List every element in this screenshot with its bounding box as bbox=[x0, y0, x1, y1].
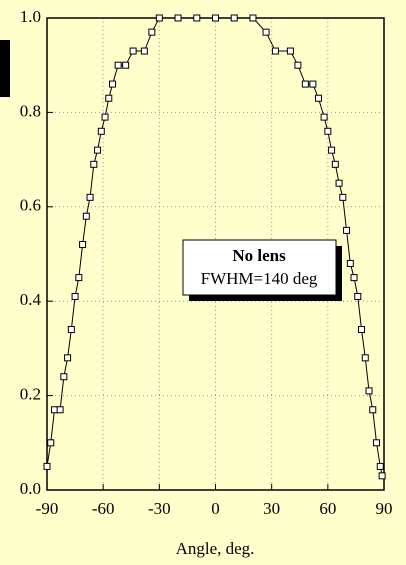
data-point bbox=[301, 80, 309, 88]
data-point bbox=[97, 127, 105, 135]
y-tick-label: 0.4 bbox=[20, 290, 42, 309]
data-point bbox=[361, 354, 369, 362]
data-point bbox=[328, 146, 336, 154]
data-point bbox=[358, 326, 366, 334]
data-point bbox=[67, 326, 75, 334]
data-point bbox=[86, 193, 94, 201]
x-axis-label: Angle, deg. bbox=[176, 539, 255, 558]
data-point bbox=[43, 462, 51, 470]
x-tick-label: -90 bbox=[36, 499, 59, 518]
cut-shadow bbox=[0, 40, 10, 97]
data-point bbox=[109, 80, 117, 88]
data-point bbox=[105, 94, 113, 102]
data-point bbox=[64, 354, 72, 362]
data-point bbox=[79, 241, 87, 249]
data-point bbox=[122, 61, 130, 69]
annotation-title: No lens bbox=[232, 246, 286, 265]
data-point bbox=[309, 80, 317, 88]
data-point bbox=[378, 472, 386, 480]
data-point bbox=[101, 113, 109, 121]
data-point bbox=[369, 406, 377, 414]
data-point bbox=[343, 226, 351, 234]
data-point bbox=[60, 373, 68, 381]
data-point bbox=[212, 14, 219, 22]
data-point bbox=[193, 14, 201, 22]
data-point bbox=[365, 387, 373, 395]
data-point bbox=[376, 462, 384, 470]
data-point bbox=[373, 439, 381, 447]
data-point bbox=[331, 160, 339, 168]
data-point bbox=[148, 28, 156, 36]
annotation-text: FWHM=140 deg bbox=[201, 269, 318, 288]
data-point bbox=[286, 47, 294, 55]
data-point bbox=[262, 28, 270, 36]
data-point bbox=[47, 439, 55, 447]
x-tick-label: -60 bbox=[92, 499, 115, 518]
annotation-box bbox=[182, 239, 337, 296]
y-tick-label: 0.2 bbox=[20, 385, 41, 404]
x-tick-label: 90 bbox=[376, 499, 393, 518]
data-point bbox=[71, 292, 79, 300]
data-point bbox=[314, 94, 322, 102]
x-tick-label: 0 bbox=[211, 499, 220, 518]
data-point bbox=[174, 14, 182, 22]
data-point bbox=[335, 179, 343, 187]
data-point bbox=[75, 274, 83, 282]
data-point bbox=[354, 292, 362, 300]
data-point bbox=[350, 274, 358, 282]
x-tick-label: 60 bbox=[319, 499, 336, 518]
data-point bbox=[114, 61, 122, 69]
y-tick-label: 1.0 bbox=[20, 7, 41, 26]
data-point bbox=[155, 14, 163, 22]
y-tick-label: 0.0 bbox=[20, 479, 41, 498]
data-point bbox=[346, 259, 354, 267]
data-point bbox=[56, 406, 64, 414]
data-point bbox=[320, 113, 328, 121]
y-tick-label: 0.8 bbox=[20, 101, 41, 120]
data-point bbox=[230, 14, 238, 22]
data-point bbox=[140, 47, 148, 55]
data-point bbox=[271, 47, 279, 55]
x-tick-label: -30 bbox=[148, 499, 171, 518]
y-tick-label: 0.6 bbox=[20, 196, 41, 215]
x-tick-label: 30 bbox=[263, 499, 280, 518]
data-point bbox=[324, 127, 332, 135]
data-point bbox=[339, 193, 347, 201]
data-point bbox=[90, 160, 98, 168]
data-point bbox=[82, 212, 90, 220]
data-point bbox=[94, 146, 102, 154]
data-point bbox=[249, 14, 257, 22]
data-point bbox=[129, 47, 137, 55]
data-point bbox=[294, 61, 302, 69]
data-point bbox=[50, 406, 58, 414]
